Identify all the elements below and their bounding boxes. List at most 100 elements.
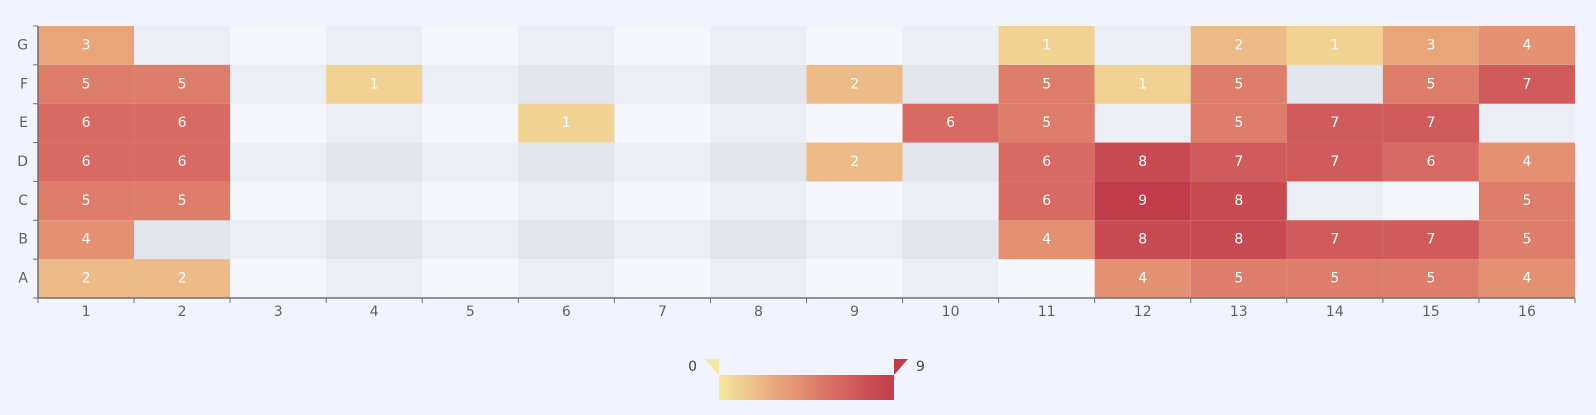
background-band xyxy=(518,142,615,182)
visual-map-min-label: 0 xyxy=(688,359,697,375)
background-band xyxy=(710,181,807,221)
background-band xyxy=(710,103,807,143)
cell-label: 6 xyxy=(1426,154,1435,170)
heatmap-cell[interactable] xyxy=(1190,259,1287,298)
heatmap-cell[interactable] xyxy=(1094,142,1191,182)
x-tick-label: 10 xyxy=(942,304,960,320)
background-band xyxy=(518,181,615,221)
x-tick-label: 13 xyxy=(1230,304,1248,320)
heatmap-cell[interactable] xyxy=(1478,220,1575,260)
x-tick-label: 7 xyxy=(658,304,667,320)
cell-label: 1 xyxy=(1330,37,1339,53)
heatmap-cell[interactable] xyxy=(134,181,231,221)
x-tick-label: 5 xyxy=(466,304,475,320)
heatmap-cell[interactable] xyxy=(518,103,615,143)
heatmap-cell[interactable] xyxy=(1190,220,1287,260)
heatmap-cell[interactable] xyxy=(1286,103,1383,143)
background-band xyxy=(710,26,807,65)
heatmap-cell[interactable] xyxy=(1190,64,1287,104)
heatmap-cell[interactable] xyxy=(38,220,135,260)
heatmap-cell[interactable] xyxy=(1286,26,1383,65)
heatmap-cell[interactable] xyxy=(1382,220,1479,260)
background-band xyxy=(230,259,327,298)
heatmap-cell[interactable] xyxy=(806,64,903,104)
heatmap-cell[interactable] xyxy=(1382,259,1479,298)
heatmap-cell[interactable] xyxy=(38,26,135,65)
heatmap-cell[interactable] xyxy=(1478,181,1575,221)
heatmap-cell[interactable] xyxy=(38,181,135,221)
background-band xyxy=(806,220,903,260)
heatmap-cell[interactable] xyxy=(998,142,1095,182)
cell-label: 3 xyxy=(1426,37,1435,53)
cell-label: 5 xyxy=(1523,193,1532,209)
heatmap-cell[interactable] xyxy=(806,142,903,182)
y-tick-label: C xyxy=(18,193,28,209)
cell-label: 6 xyxy=(82,115,91,131)
heatmap-cell[interactable] xyxy=(1478,64,1575,104)
heatmap-cell[interactable] xyxy=(998,64,1095,104)
visual-map-bar[interactable] xyxy=(719,375,894,400)
visual-map-max-label: 9 xyxy=(916,359,925,375)
heatmap-cell[interactable] xyxy=(1382,142,1479,182)
background-band xyxy=(422,220,519,260)
background-band xyxy=(902,259,999,298)
heatmap-cell[interactable] xyxy=(326,64,423,104)
heatmap-cell[interactable] xyxy=(1382,103,1479,143)
background-band xyxy=(902,181,999,221)
background-band xyxy=(902,142,999,182)
background-band xyxy=(230,181,327,221)
heatmap-cell[interactable] xyxy=(38,64,135,104)
background-band xyxy=(902,64,999,104)
heatmap-cell[interactable] xyxy=(998,103,1095,143)
x-tick-label: 2 xyxy=(178,304,187,320)
heatmap-cell[interactable] xyxy=(1094,259,1191,298)
background-band xyxy=(230,103,327,143)
heatmap-cell[interactable] xyxy=(1382,64,1479,104)
heatmap-cell[interactable] xyxy=(902,103,999,143)
heatmap-cell[interactable] xyxy=(998,181,1095,221)
background-band xyxy=(422,259,519,298)
heatmap-cell[interactable] xyxy=(134,259,231,298)
background-band xyxy=(806,103,903,143)
background-band xyxy=(614,259,711,298)
heatmap-cell[interactable] xyxy=(1190,181,1287,221)
heatmap-cell[interactable] xyxy=(134,64,231,104)
heatmap-cell[interactable] xyxy=(38,259,135,298)
background-band xyxy=(326,220,423,260)
cell-label: 2 xyxy=(850,76,859,92)
heatmap-cell[interactable] xyxy=(1478,142,1575,182)
heatmap-cell[interactable] xyxy=(998,220,1095,260)
heatmap-cell[interactable] xyxy=(1286,220,1383,260)
heatmap-cell[interactable] xyxy=(1286,259,1383,298)
background-band xyxy=(806,26,903,65)
cell-label: 4 xyxy=(1042,232,1051,248)
heatmap-cell[interactable] xyxy=(1382,26,1479,65)
heatmap-cell[interactable] xyxy=(1478,26,1575,65)
heatmap-cell[interactable] xyxy=(38,103,135,143)
cell-label: 7 xyxy=(1330,232,1339,248)
heatmap-cell[interactable] xyxy=(1190,26,1287,65)
heatmap-cell[interactable] xyxy=(1094,220,1191,260)
x-tick-label: 15 xyxy=(1422,304,1440,320)
heatmap-cell[interactable] xyxy=(1094,181,1191,221)
heatmap-cell[interactable] xyxy=(1478,259,1575,298)
heatmap-cell[interactable] xyxy=(1190,142,1287,182)
y-tick-label: D xyxy=(17,154,28,170)
heatmap-cell[interactable] xyxy=(998,26,1095,65)
heatmap-cell[interactable] xyxy=(38,142,135,182)
heatmap-cell[interactable] xyxy=(1190,103,1287,143)
y-tick-label: E xyxy=(19,115,28,131)
background-band xyxy=(710,64,807,104)
cell-label: 6 xyxy=(178,115,187,131)
visual-map-min-handle[interactable] xyxy=(705,359,719,375)
heatmap-cell[interactable] xyxy=(1094,64,1191,104)
cell-label: 5 xyxy=(82,193,91,209)
background-band xyxy=(230,26,327,65)
visual-map-max-handle[interactable] xyxy=(894,359,908,375)
heatmap-cell[interactable] xyxy=(1286,142,1383,182)
heatmap-cell[interactable] xyxy=(134,103,231,143)
heatmap-cell[interactable] xyxy=(134,142,231,182)
cell-label: 4 xyxy=(1523,154,1532,170)
